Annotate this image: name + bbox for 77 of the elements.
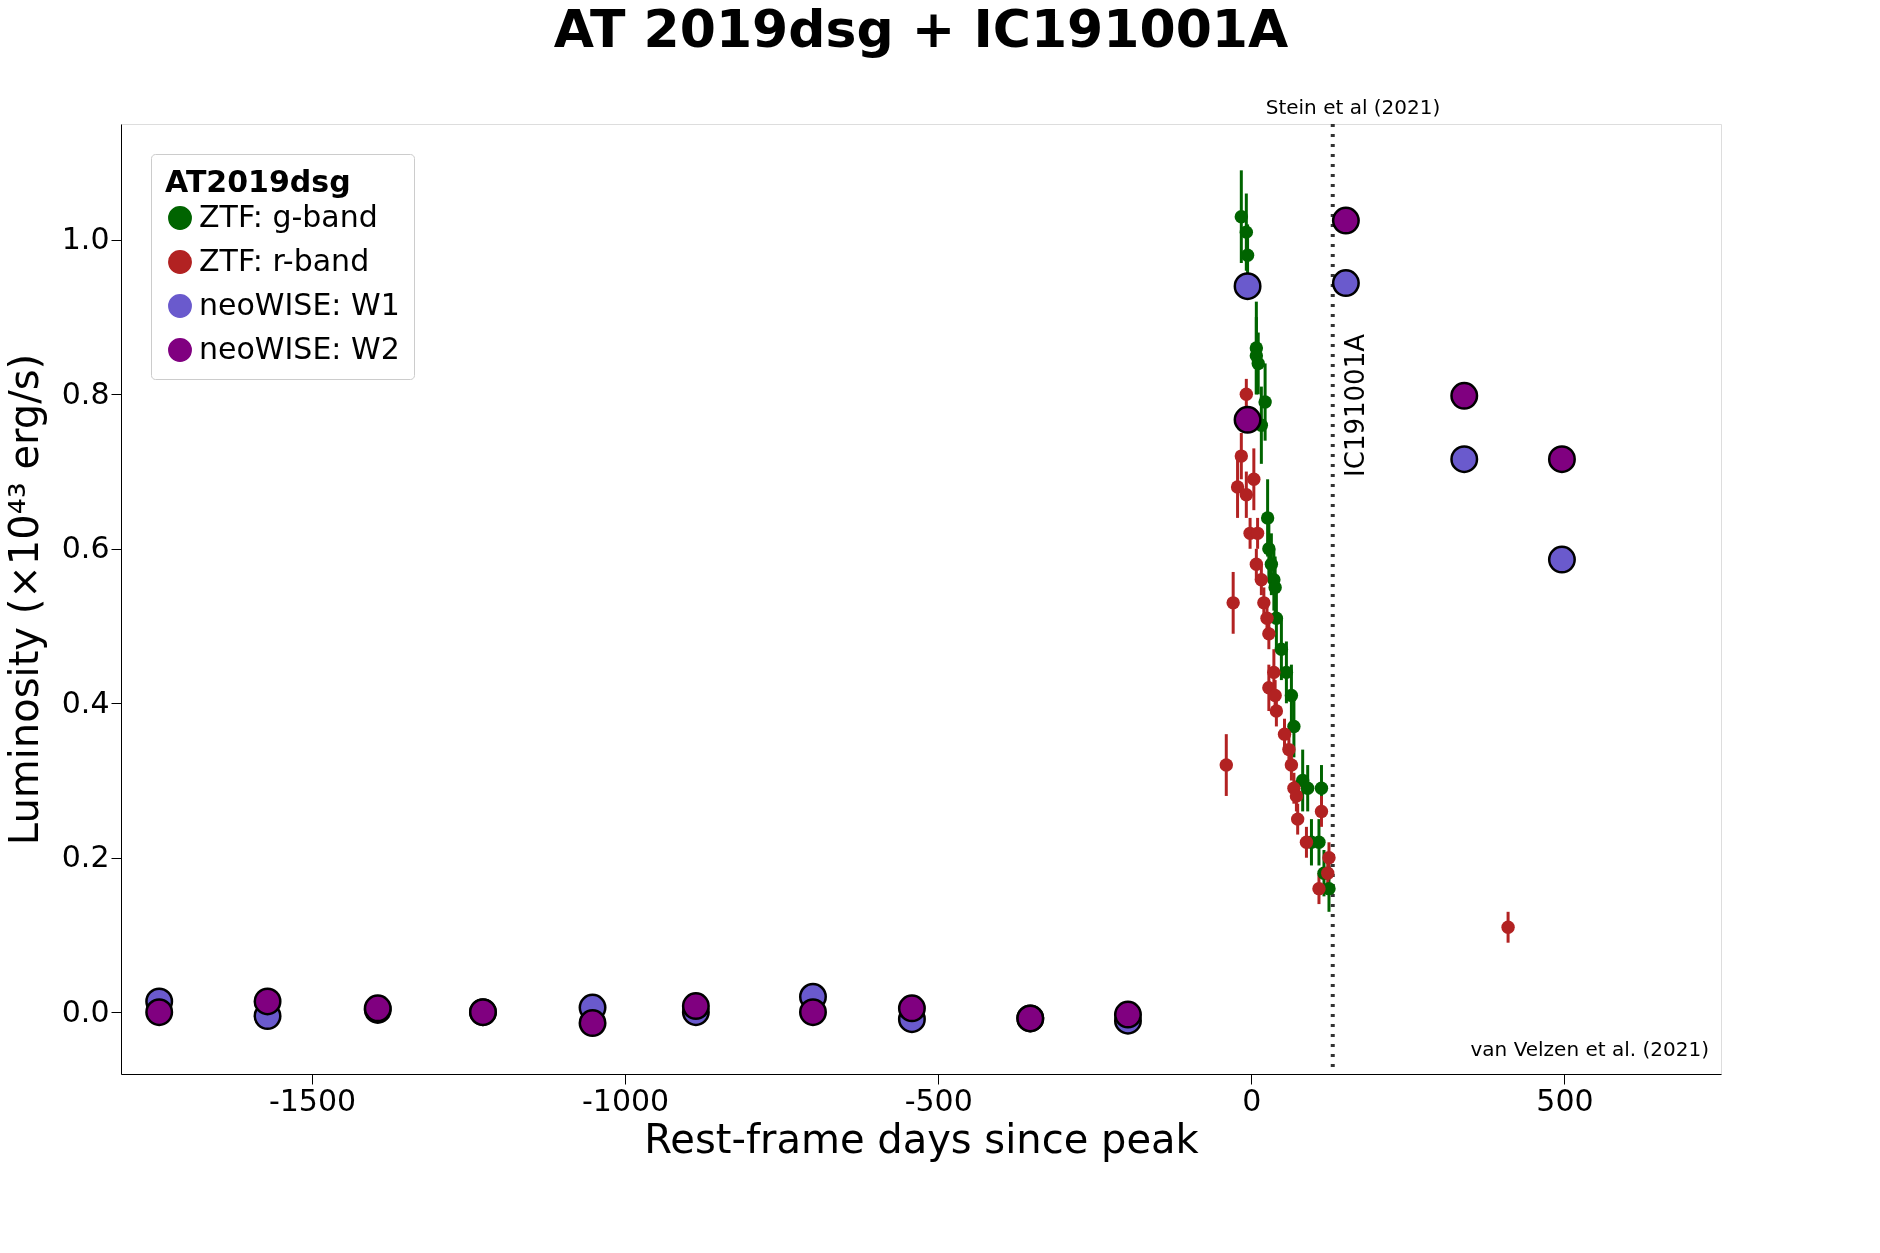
point [1260, 511, 1275, 525]
point [681, 992, 710, 1021]
chart-title: AT 2019dsg + IC191001A [553, 0, 1289, 59]
point [1226, 596, 1240, 610]
point [1287, 719, 1301, 734]
point [1113, 1000, 1142, 1029]
x-tick-label: 500 [1536, 1082, 1594, 1118]
y-tick-label: 1.0 [61, 221, 110, 257]
x-tick-label: -1000 [582, 1082, 670, 1118]
x-tick-label: -500 [904, 1082, 973, 1118]
text: Stein et al (2021) [1265, 95, 1441, 119]
point [1262, 542, 1276, 556]
legend-label: ZTF: g-band [199, 199, 378, 234]
point [1314, 804, 1329, 819]
point [1322, 851, 1336, 865]
point [1290, 812, 1305, 826]
point [1254, 573, 1269, 587]
ref-line-label: IC191001A [1339, 333, 1370, 477]
point [1267, 665, 1281, 680]
point [1258, 395, 1272, 409]
point [1249, 557, 1264, 571]
point [1331, 269, 1360, 298]
point [1240, 248, 1255, 262]
point [1450, 445, 1479, 474]
y-tick-label: 0.4 [61, 684, 110, 720]
point [145, 998, 174, 1027]
point [1300, 781, 1315, 795]
y-tick-label: 0.2 [61, 839, 110, 875]
point [1299, 835, 1314, 849]
point [1547, 545, 1576, 574]
point [1284, 688, 1299, 703]
point [798, 998, 827, 1027]
point [1233, 272, 1262, 301]
point [1234, 209, 1249, 224]
point [1547, 445, 1576, 474]
y-axis-title: Luminosity (×10⁴³ erg/s) [0, 353, 47, 846]
point [1239, 225, 1254, 239]
y-tick-label: 0.6 [61, 530, 110, 566]
y-tick-label: 0.0 [61, 993, 110, 1029]
point [1450, 381, 1479, 410]
x-tick-label: -1500 [268, 1082, 357, 1118]
point [1282, 742, 1296, 757]
point [1274, 642, 1289, 656]
point [1321, 866, 1335, 880]
point [1257, 596, 1271, 610]
y-tick-label: 0.8 [61, 375, 110, 411]
point [1239, 488, 1254, 502]
x-tick-label: 0 [1242, 1082, 1262, 1118]
legend-label: ZTF: r-band [199, 243, 370, 278]
point [1247, 472, 1261, 486]
point [1501, 920, 1515, 934]
point [578, 1009, 607, 1037]
point [1268, 580, 1282, 595]
point [1268, 688, 1282, 703]
point [1284, 758, 1299, 772]
point [1331, 206, 1360, 235]
point [1262, 627, 1276, 641]
x-axis-title: Rest-frame days since peak [644, 1115, 1200, 1162]
point [1264, 557, 1279, 571]
point [1234, 449, 1249, 463]
point [1289, 789, 1304, 803]
point [1260, 611, 1274, 625]
legend-label: neoWISE: W1 [199, 287, 400, 322]
point [897, 994, 926, 1023]
legend-label: neoWISE: W2 [199, 331, 400, 366]
point [1312, 881, 1326, 896]
point [1314, 781, 1329, 795]
point [1219, 758, 1233, 772]
point [1233, 405, 1262, 434]
point [1239, 387, 1254, 402]
point [1277, 727, 1292, 741]
point [1269, 704, 1284, 718]
legend-title: AT2019dsg [165, 164, 351, 199]
annotation: van Velzen et al. (2021) [1470, 1037, 1709, 1061]
point [1230, 480, 1245, 494]
point [253, 987, 282, 1016]
point [1251, 356, 1265, 371]
